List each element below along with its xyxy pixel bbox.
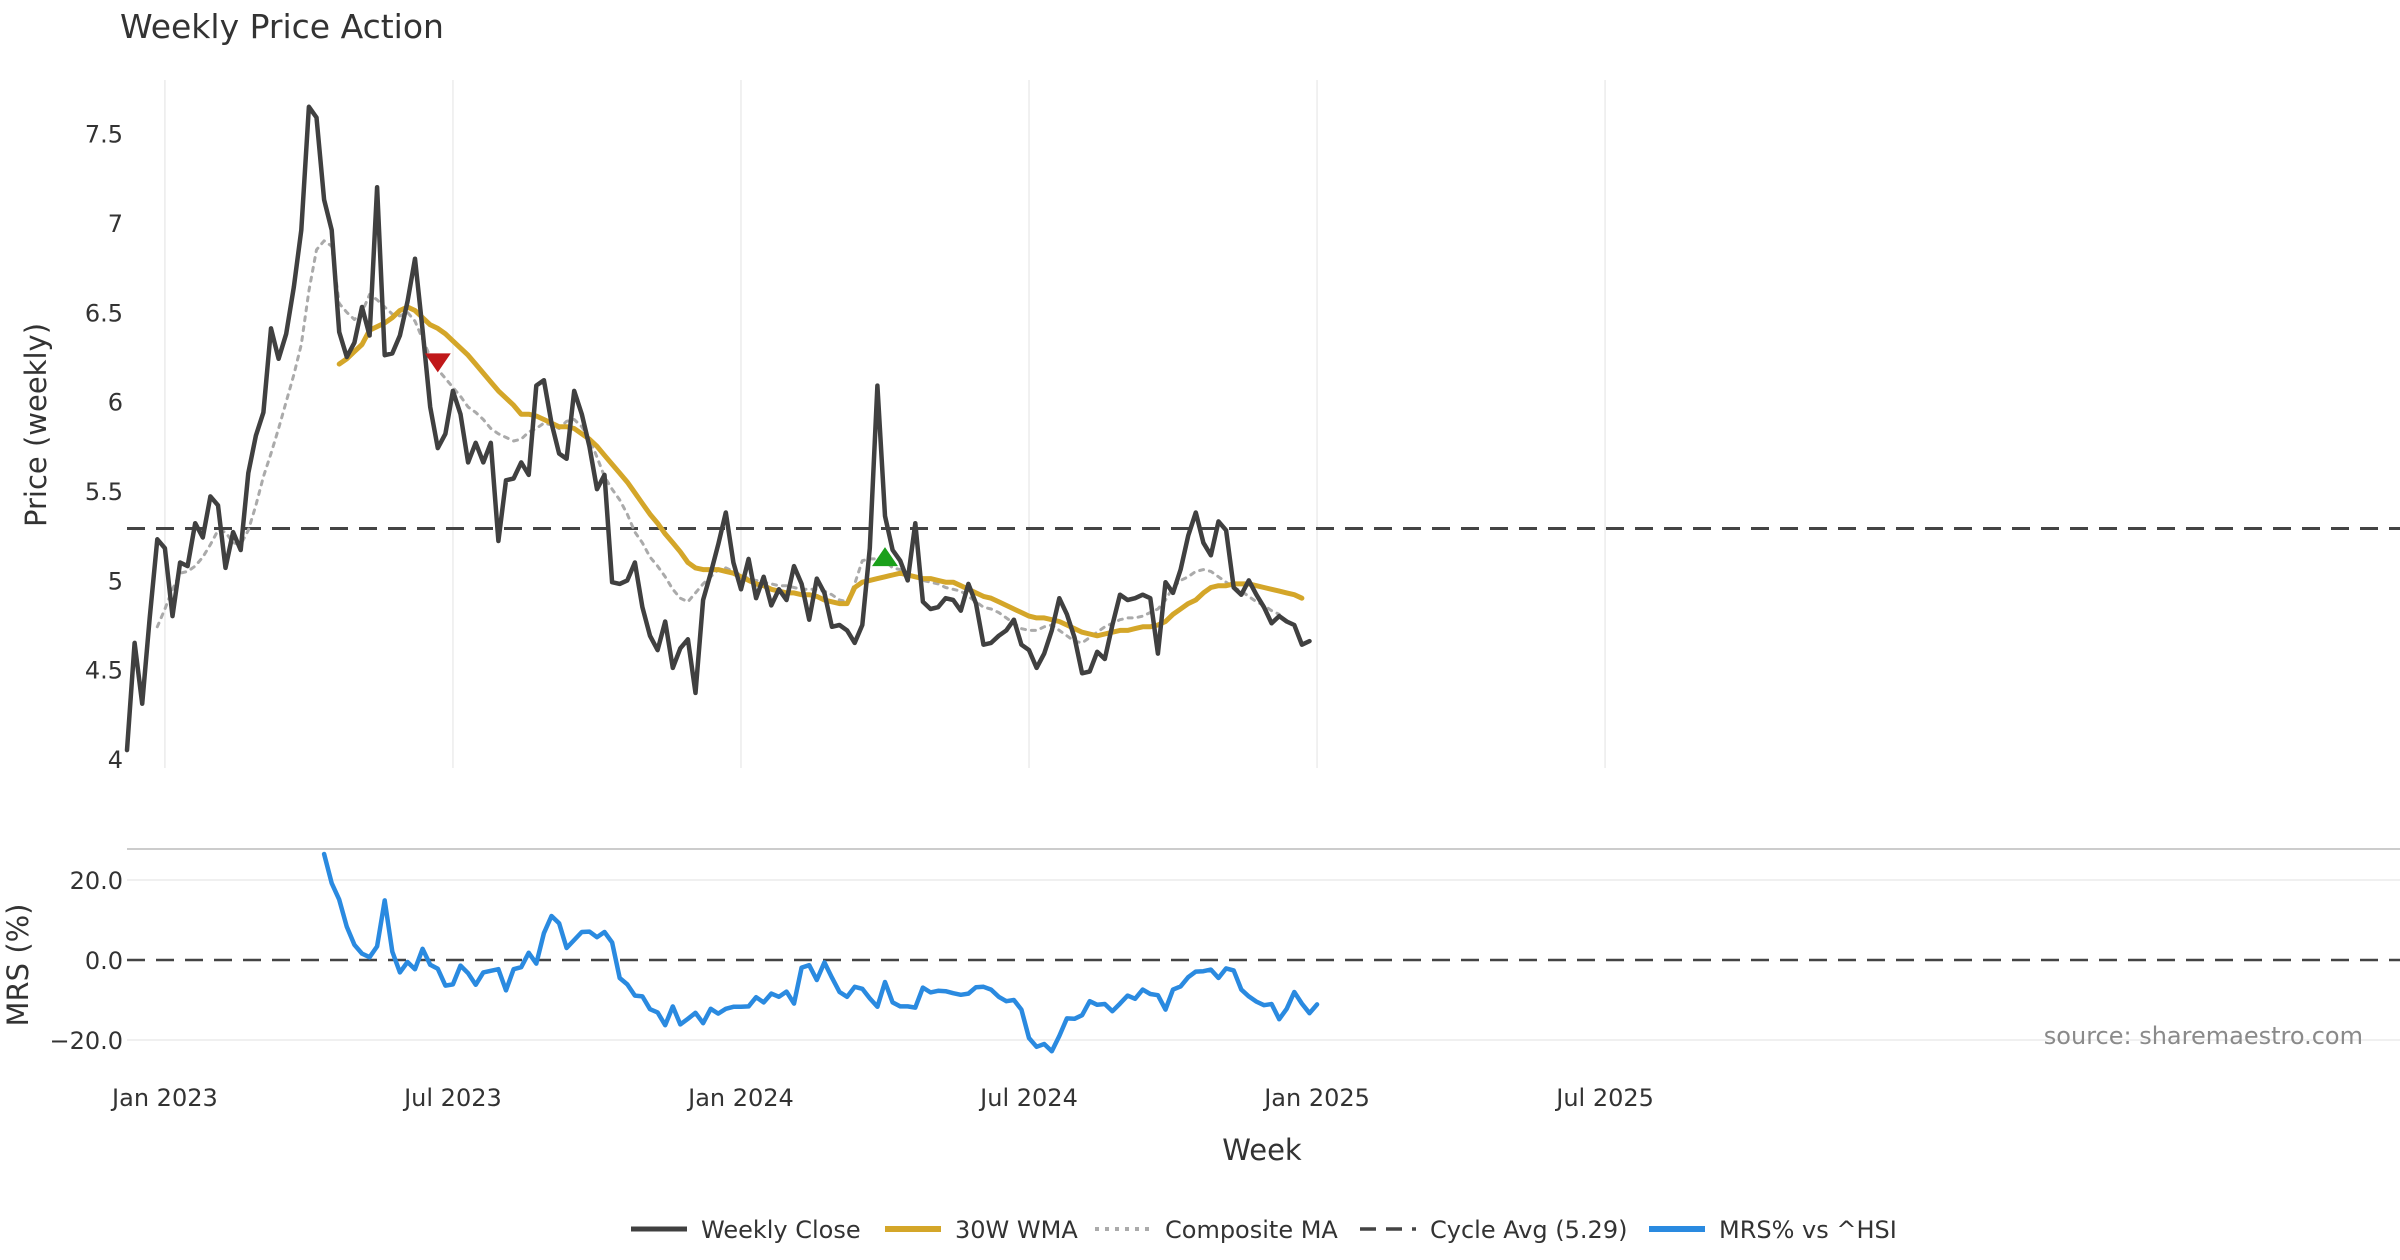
mrs-y-tick-label: 20.0 (70, 867, 123, 895)
legend-label: Cycle Avg (5.29) (1430, 1216, 1627, 1244)
price-y-tick-labels: 4 4.5 5 5.5 6 6.5 7 7.5 (85, 121, 123, 774)
price-y-tick-label: 5 (108, 567, 123, 595)
price-y-axis-label: Price (weekly) (19, 323, 53, 527)
price-y-tick-label: 7.5 (85, 121, 123, 149)
price-y-tick-label: 4 (108, 746, 123, 774)
price-y-tick-label: 6.5 (85, 299, 123, 327)
x-tick-label: Jan 2025 (1262, 1084, 1370, 1112)
legend-label: MRS% vs ^HSI (1719, 1216, 1897, 1244)
price-series-group (124, 104, 1312, 753)
chart-title: Weekly Price Action (120, 7, 444, 46)
signal-markers (424, 353, 898, 567)
price-y-tick-label: 6 (108, 389, 123, 417)
legend-item-30w-wma: 30W WMA (885, 1216, 1078, 1244)
x-tick-label: Jul 2025 (1554, 1084, 1654, 1112)
source-note: source: sharemaestro.com (2044, 1022, 2363, 1050)
mrs-y-tick-labels: −20.0 0.0 20.0 (49, 867, 123, 1055)
x-axis-label: Week (1222, 1133, 1302, 1167)
legend-item-mrs-vs-hsi: MRS% vs ^HSI (1649, 1216, 1897, 1244)
mrs-y-tick-label: −20.0 (49, 1027, 123, 1055)
x-tick-label: Jan 2023 (110, 1084, 218, 1112)
sell-signal-marker (424, 353, 451, 373)
x-tick-labels: Jan 2023 Jul 2023 Jan 2024 Jul 2024 Jan 2025… (110, 1084, 1654, 1112)
price-vertical-grid (164, 80, 1606, 768)
legend-item-weekly-close: Weekly Close (631, 1216, 861, 1244)
mrs-y-tick-label: 0.0 (85, 947, 123, 975)
price-y-tick-label: 5.5 (85, 478, 123, 506)
mrs-line (321, 851, 1320, 1054)
wma-30w-line (336, 304, 1305, 639)
legend: Weekly Close 30W WMA Composite MA Cycle Avg… (631, 1216, 1897, 1244)
weekly-close-line (124, 104, 1312, 753)
legend-label: Weekly Close (701, 1216, 861, 1244)
x-tick-label: Jul 2024 (978, 1084, 1078, 1112)
price-y-tick-label: 4.5 (85, 657, 123, 685)
buy-signal-marker (872, 547, 898, 567)
mrs-series-group (321, 851, 1320, 1054)
mrs-y-axis-label: MRS (%) (1, 904, 35, 1027)
x-tick-label: Jul 2023 (402, 1084, 502, 1112)
mrs-horizontal-grid (127, 879, 2400, 1041)
price-panel: 4 4.5 5 5.5 6 6.5 7 7.5 Price (weekly) (19, 80, 2400, 774)
legend-label: Composite MA (1165, 1216, 1338, 1244)
legend-item-cycle-avg-5-29: Cycle Avg (5.29) (1360, 1216, 1627, 1244)
x-tick-label: Jan 2024 (686, 1084, 794, 1112)
legend-item-composite-ma: Composite MA (1095, 1216, 1338, 1244)
price-y-tick-label: 7 (108, 210, 123, 238)
legend-label: 30W WMA (955, 1216, 1078, 1244)
mrs-panel: −20.0 0.0 20.0 MRS (%) source: sharemaestr… (1, 851, 2400, 1055)
